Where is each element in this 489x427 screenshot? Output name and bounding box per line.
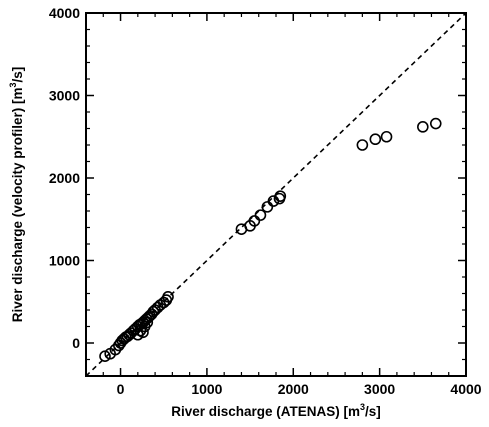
y-tick-label: 0 xyxy=(72,335,80,351)
data-point xyxy=(417,121,429,133)
data-point xyxy=(380,130,393,143)
x-tick-label: 4000 xyxy=(450,381,481,397)
data-point xyxy=(274,190,287,202)
x-axis-label: River discharge (ATENAS) [m3/s] xyxy=(171,402,381,419)
data-point xyxy=(141,316,154,329)
data-point xyxy=(254,209,267,221)
data-point xyxy=(261,201,274,213)
y-tick-label: 1000 xyxy=(49,253,80,269)
x-tick-label: 0 xyxy=(117,381,125,397)
data-point xyxy=(137,326,149,339)
x-tick-label: 1000 xyxy=(191,381,222,397)
data-point xyxy=(356,139,369,151)
y-tick-label: 3000 xyxy=(49,88,80,104)
x-tick-label: 2000 xyxy=(278,381,309,397)
x-tick-label: 3000 xyxy=(364,381,395,397)
data-point xyxy=(162,290,174,303)
data-point xyxy=(248,215,261,227)
y-axis-label: River discharge (velocity profiler) [m3/… xyxy=(8,67,25,323)
data-point xyxy=(369,133,382,146)
data-point xyxy=(429,117,442,130)
y-tick-label: 2000 xyxy=(49,170,80,186)
y-tick-label: 4000 xyxy=(49,5,80,21)
plot-area: 0 1000 2000 3000 4000 0 1000 2000 3000 4000 xyxy=(49,5,482,397)
